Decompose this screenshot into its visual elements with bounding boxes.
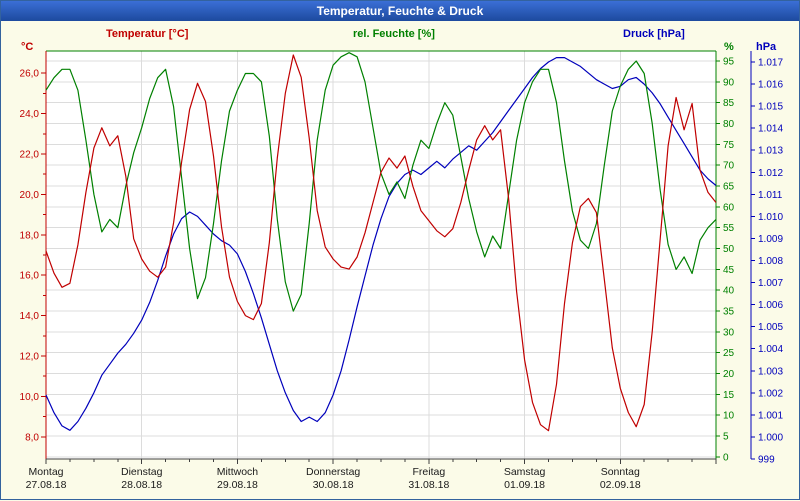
svg-text:1.002: 1.002 (758, 388, 783, 399)
svg-text:1.015: 1.015 (758, 102, 783, 113)
svg-text:1.000: 1.000 (758, 432, 783, 443)
svg-text:18,0: 18,0 (20, 230, 40, 241)
legend-temperature: Temperatur [°C] (106, 28, 189, 40)
svg-text:1.014: 1.014 (758, 124, 783, 135)
svg-text:1.012: 1.012 (758, 168, 783, 179)
svg-text:50: 50 (723, 244, 735, 255)
pressure-line (45, 56, 717, 431)
svg-text:20,0: 20,0 (20, 190, 40, 201)
svg-text:25: 25 (723, 348, 735, 359)
svg-text:22,0: 22,0 (20, 150, 40, 161)
svg-text:26,0: 26,0 (20, 69, 40, 80)
svg-text:85: 85 (723, 98, 735, 109)
svg-text:16,0: 16,0 (20, 271, 40, 282)
svg-text:5: 5 (723, 432, 729, 443)
day-name-label: Donnerstag (306, 466, 360, 478)
day-name-label: Freitag (413, 466, 446, 478)
svg-text:14,0: 14,0 (20, 311, 40, 322)
window-title: Temperatur, Feuchte & Druck (316, 4, 484, 18)
day-date-label: 01.09.18 (504, 479, 545, 491)
humidity-axis-unit: % (724, 41, 734, 53)
svg-text:95: 95 (723, 57, 735, 68)
svg-text:20: 20 (723, 369, 735, 380)
svg-text:75: 75 (723, 140, 735, 151)
svg-text:24,0: 24,0 (20, 109, 40, 120)
svg-text:70: 70 (723, 161, 735, 172)
svg-text:1.017: 1.017 (758, 58, 783, 69)
svg-text:1.007: 1.007 (758, 278, 783, 289)
humidity-axis: 0 5 10 15 20 25 30 35 40 45 50 55 60 65 70 75 80 85 90 95 (716, 57, 735, 463)
legend-humidity: rel. Feuchte [%] (353, 28, 435, 40)
svg-text:1.013: 1.013 (758, 146, 783, 157)
horizontal-gridlines (46, 60, 716, 458)
svg-text:1.005: 1.005 (758, 322, 783, 333)
svg-text:0: 0 (723, 452, 729, 463)
svg-text:10,0: 10,0 (20, 392, 40, 403)
temperature-line (45, 54, 717, 432)
svg-text:1.008: 1.008 (758, 256, 783, 267)
day-name-label: Sonntag (601, 466, 640, 478)
svg-text:10: 10 (723, 411, 735, 422)
svg-text:90: 90 (723, 77, 735, 88)
day-date-label: 27.08.18 (26, 479, 67, 491)
temperature-axis-unit: °C (21, 41, 34, 53)
day-date-label: 28.08.18 (121, 479, 162, 491)
svg-text:45: 45 (723, 265, 735, 276)
day-date-label: 31.08.18 (408, 479, 449, 491)
day-date-label: 02.09.18 (600, 479, 641, 491)
legend-pressure: Druck [hPa] (623, 28, 685, 40)
svg-text:1.003: 1.003 (758, 366, 783, 377)
svg-text:1.009: 1.009 (758, 234, 783, 245)
pressure-axis: 999 1.000 1.001 1.002 1.003 1.004 1.005 1.006 1.… (750, 51, 783, 466)
svg-text:35: 35 (723, 307, 735, 318)
svg-text:60: 60 (723, 202, 735, 213)
svg-text:12,0: 12,0 (20, 351, 40, 362)
svg-text:1.001: 1.001 (758, 410, 783, 421)
plot-area (46, 51, 716, 459)
window-titlebar: Temperatur, Feuchte & Druck (1, 1, 799, 21)
svg-text:8,0: 8,0 (25, 432, 39, 443)
svg-text:1.016: 1.016 (758, 80, 783, 91)
svg-text:1.011: 1.011 (758, 190, 783, 201)
day-name-label: Montag (28, 466, 63, 478)
svg-text:1.006: 1.006 (758, 300, 783, 311)
day-name-label: Mittwoch (217, 466, 259, 478)
x-axis-ticks (45, 459, 717, 464)
svg-text:65: 65 (723, 182, 735, 193)
day-date-label: 29.08.18 (217, 479, 258, 491)
svg-text:80: 80 (723, 119, 735, 130)
svg-text:1.010: 1.010 (758, 212, 783, 223)
day-date-label: 30.08.18 (313, 479, 354, 491)
pressure-axis-unit: hPa (756, 41, 777, 53)
temperature-axis: 8,0 10,0 12,0 14,0 16,0 18,0 20,0 22,0 24,0 26,0 (20, 69, 46, 443)
svg-text:1.004: 1.004 (758, 344, 783, 355)
day-name-label: Dienstag (121, 466, 163, 478)
svg-text:40: 40 (723, 286, 735, 297)
svg-text:55: 55 (723, 223, 735, 234)
svg-text:30: 30 (723, 327, 735, 338)
day-name-label: Samstag (504, 466, 546, 478)
svg-text:15: 15 (723, 390, 735, 401)
svg-text:999: 999 (758, 455, 775, 466)
